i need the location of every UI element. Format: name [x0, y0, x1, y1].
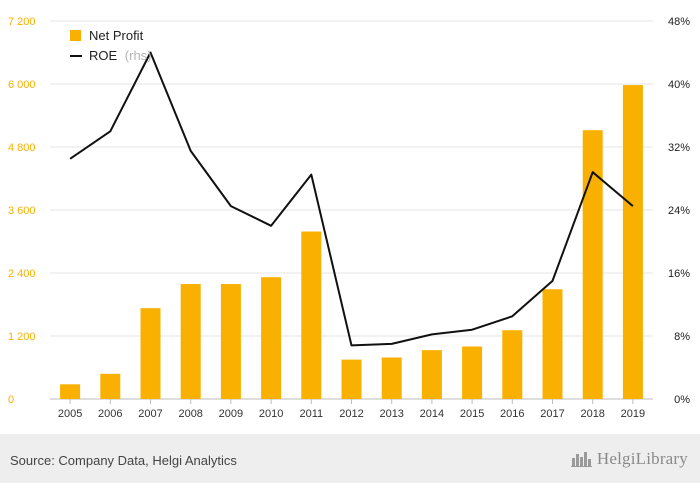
bar-net-profit [261, 277, 282, 399]
line-roe [69, 51, 634, 347]
x-axis: 2005 2006 2007 2008 2009 2010 2011 2012 2013 2014… [58, 399, 645, 420]
x-tick-label: 2005 [58, 408, 82, 420]
x-tick-label: 2019 [621, 408, 645, 420]
bar-net-profit [220, 284, 241, 399]
x-tick-label: 2017 [540, 408, 564, 420]
left-axis: 0 1 200 2 400 3 600 4 800 6 000 7 200 [8, 16, 36, 406]
bar-net-profit [341, 359, 362, 399]
x-tick-label: 2015 [460, 408, 484, 420]
brand-name: HelgiLibrary [596, 449, 688, 468]
bar-net-profit [140, 308, 161, 399]
y-left-tick-label: 6 000 [8, 79, 36, 91]
bar-net-profit [502, 330, 523, 399]
x-tick-label: 2009 [219, 408, 243, 420]
y-right-tick-label: 40% [668, 79, 690, 91]
source-text: Source: Company Data, Helgi Analytics [10, 453, 237, 468]
x-tick-label: 2018 [580, 408, 604, 420]
net-profit-bars [60, 85, 643, 400]
x-tick-label: 2013 [379, 408, 403, 420]
bar-net-profit [301, 231, 322, 399]
x-tick-label: 2008 [178, 408, 202, 420]
bar-net-profit [180, 284, 201, 399]
y-right-tick-label: 16% [668, 268, 690, 280]
legend-label-net-profit: Net Profit [89, 28, 144, 43]
legend-label-roe-name: ROE [89, 48, 118, 63]
bar-net-profit [421, 350, 442, 399]
y-left-tick-label: 3 600 [8, 205, 36, 217]
y-right-tick-label: 24% [668, 205, 690, 217]
y-left-tick-label: 1 200 [8, 331, 36, 343]
bar-net-profit [60, 384, 81, 399]
x-tick-label: 2012 [339, 408, 363, 420]
bar-net-profit [542, 289, 563, 399]
skyline-logo-icon [570, 452, 592, 467]
bar-net-profit [582, 130, 603, 399]
right-axis: 0% 8% 16% 24% 32% 40% 48% [668, 16, 690, 406]
brand-logo: HelgiLibrary [570, 449, 688, 469]
y-left-tick-label: 7 200 [8, 16, 36, 28]
footer: Source: Company Data, Helgi Analytics He… [0, 434, 700, 483]
x-tick-label: 2014 [420, 408, 444, 420]
x-tick-label: 2011 [299, 408, 323, 420]
profit-roe-chart: 0 1 200 2 400 3 600 4 800 6 000 7 200 0% 8% 16% 2… [8, 16, 690, 420]
legend-swatch-net-profit [70, 30, 81, 41]
bar-net-profit [381, 357, 402, 399]
x-tick-label: 2016 [500, 408, 524, 420]
bar-net-profit [462, 346, 483, 399]
x-tick-label: 2007 [138, 408, 162, 420]
legend-label-roe-suffix: (rhs) [125, 48, 152, 63]
roe-line-series [69, 51, 634, 347]
y-left-tick-label: 0 [8, 394, 14, 406]
bar-net-profit [100, 373, 121, 399]
y-right-tick-label: 48% [668, 16, 690, 28]
y-right-tick-label: 0% [674, 394, 690, 406]
legend-label-roe: ROE (rhs) [89, 48, 152, 63]
x-tick-label: 2006 [98, 408, 122, 420]
legend: Net Profit ROE (rhs) [70, 28, 152, 63]
x-tick-label: 2010 [259, 408, 283, 420]
y-right-tick-label: 32% [668, 142, 690, 154]
y-right-tick-label: 8% [674, 331, 690, 343]
y-left-tick-label: 2 400 [8, 268, 36, 280]
y-left-tick-label: 4 800 [8, 142, 36, 154]
bar-net-profit [622, 85, 643, 400]
